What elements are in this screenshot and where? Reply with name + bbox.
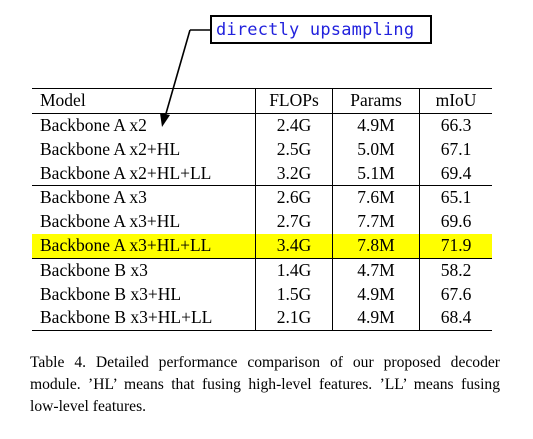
- cell-params: 4.9M: [332, 282, 420, 307]
- cell-miou: 69.4: [419, 161, 492, 186]
- table-row: Backbone B x3+HL 1.5G 4.9M 67.6: [32, 282, 492, 307]
- cell-flops: 3.2G: [255, 161, 333, 186]
- cell-flops: 3.4G: [255, 233, 333, 259]
- cell-params: 7.7M: [332, 209, 420, 234]
- header-model: Model: [40, 90, 86, 111]
- cell-model: Backbone A x2: [40, 114, 147, 135]
- cell-params: 4.7M: [332, 258, 420, 283]
- table-row: Backbone A x2+HL+LL 3.2G 5.1M 69.4: [32, 161, 492, 186]
- cell-flops: 2.7G: [255, 209, 333, 234]
- cell-model: Backbone B x3+HL+LL: [40, 307, 213, 328]
- cell-params: 5.1M: [332, 161, 420, 186]
- cell-params: 7.6M: [332, 185, 420, 210]
- table-row: Backbone B x3+HL+LL 2.1G 4.9M 68.4: [32, 306, 492, 331]
- cell-model: Backbone A x2+HL: [40, 138, 181, 159]
- annotation-label: directly upsampling: [216, 19, 415, 40]
- cell-model: Backbone A x3+HL+LL: [32, 233, 256, 259]
- cell-params: 5.0M: [332, 137, 420, 162]
- cell-miou: 71.9: [419, 233, 492, 259]
- cell-model: Backbone A x3+HL: [40, 211, 181, 232]
- performance-table: Model FLOPs Params mIoU Backbone A x2 2.…: [32, 88, 492, 331]
- cell-miou: 68.4: [419, 306, 492, 331]
- cell-miou: 69.6: [419, 209, 492, 234]
- annotation-callout: directly upsampling: [210, 15, 432, 44]
- table-caption: Table 4. Detailed performance comparison…: [30, 354, 500, 415]
- cell-miou: 58.2: [419, 258, 492, 283]
- table-row: Backbone A x3 2.6G 7.6M 65.1: [32, 185, 492, 210]
- cell-flops: 2.1G: [255, 306, 333, 331]
- cell-miou: 67.1: [419, 137, 492, 162]
- cell-model: Backbone A x2+HL+LL: [40, 162, 212, 183]
- cell-flops: 2.4G: [255, 113, 333, 138]
- cell-flops: 2.5G: [255, 137, 333, 162]
- cell-flops: 1.5G: [255, 282, 333, 307]
- table-header-row: Model FLOPs Params mIoU: [32, 88, 492, 114]
- cell-miou: 67.6: [419, 282, 492, 307]
- cell-miou: 66.3: [419, 113, 492, 138]
- table-row: Backbone B x3 1.4G 4.7M 58.2: [32, 258, 492, 283]
- cell-model: Backbone B x3+HL: [40, 283, 182, 304]
- table-row-highlighted: Backbone A x3+HL+LL 3.4G 7.8M 71.9: [32, 233, 492, 259]
- cell-params: 4.9M: [332, 113, 420, 138]
- cell-params: 7.8M: [332, 233, 420, 259]
- table-row: Backbone A x2 2.4G 4.9M 66.3: [32, 113, 492, 138]
- header-flops: FLOPs: [255, 88, 333, 114]
- cell-model: Backbone B x3: [40, 259, 148, 280]
- header-miou: mIoU: [419, 88, 492, 114]
- cell-flops: 1.4G: [255, 258, 333, 283]
- cell-model: Backbone A x3: [40, 187, 147, 208]
- table-row: Backbone A x2+HL 2.5G 5.0M 67.1: [32, 137, 492, 162]
- cell-flops: 2.6G: [255, 185, 333, 210]
- header-params: Params: [332, 88, 420, 114]
- cell-miou: 65.1: [419, 185, 492, 210]
- table-row: Backbone A x3+HL 2.7G 7.7M 69.6: [32, 209, 492, 234]
- cell-params: 4.9M: [332, 306, 420, 331]
